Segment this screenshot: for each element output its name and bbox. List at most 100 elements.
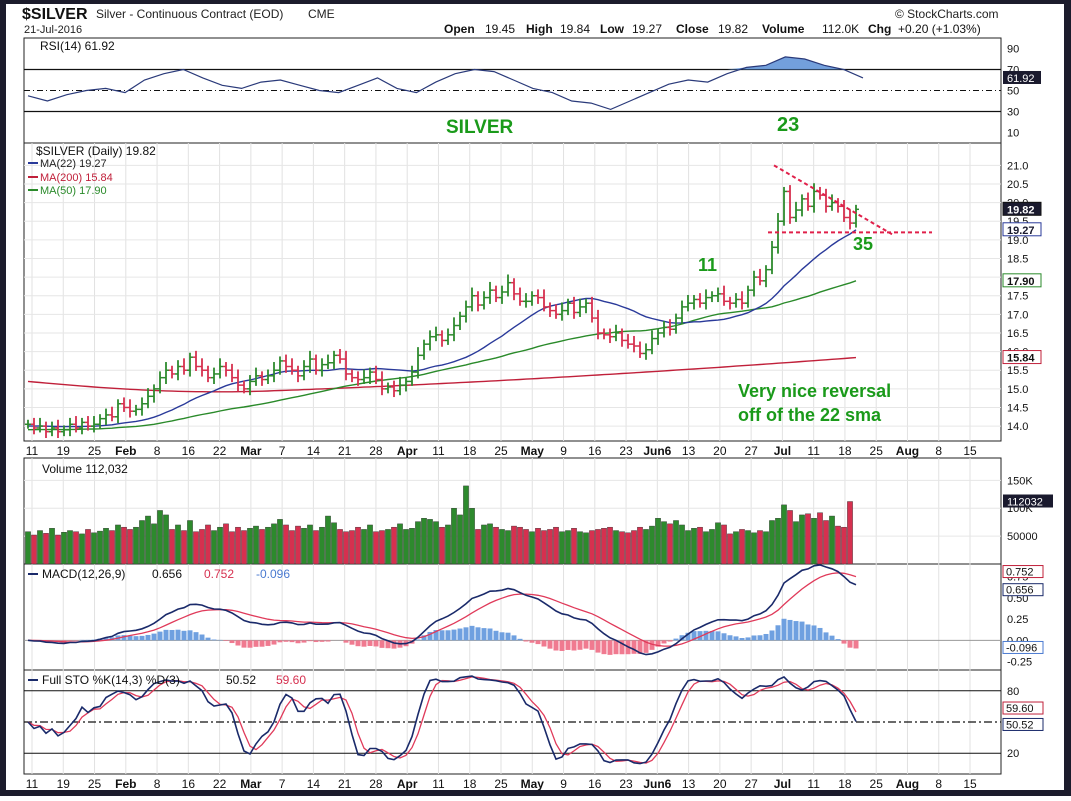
macd-histogram-bar (134, 636, 139, 640)
volume-bar (325, 516, 330, 564)
macd-histogram-bar (278, 640, 283, 642)
volume-bar (379, 531, 384, 564)
price-right-label: 19.82 (1007, 204, 1035, 216)
volume-bar (235, 527, 240, 564)
macd-legend-label: MACD(12,26,9) (42, 567, 125, 581)
volume-bar (751, 533, 756, 564)
macd-histogram-bar (230, 640, 235, 643)
x-tick-label-bottom: 25 (88, 777, 102, 791)
macd-histogram-bar (470, 626, 475, 640)
x-tick-label: 14 (307, 444, 321, 458)
price-tick-label: 18.5 (1007, 253, 1028, 265)
volume-bar (823, 520, 828, 564)
volume-bar (79, 534, 84, 564)
x-tick-label: May (521, 444, 545, 458)
x-tick-label: 16 (588, 444, 602, 458)
volume-bar (67, 531, 72, 564)
macd-histogram-bar (800, 622, 805, 641)
x-tick-label: Jul (774, 444, 791, 458)
macd-histogram-bar (194, 632, 199, 640)
x-tick-label: 18 (463, 444, 477, 458)
volume-bar (385, 529, 390, 564)
volume-bar (727, 534, 732, 564)
volume-bar (31, 535, 36, 564)
macd-histogram-bar (608, 640, 613, 655)
x-tick-label-bottom: 20 (713, 777, 727, 791)
volume-bar (565, 531, 570, 564)
macd-histogram-bar (68, 640, 73, 641)
x-tick-label: 20 (713, 444, 727, 458)
high-label: High (526, 22, 553, 36)
volume-bar (529, 532, 534, 564)
volume-bar (463, 486, 468, 564)
price-tick-label: 17.0 (1007, 309, 1028, 321)
volume-bar (619, 532, 624, 564)
macd-histogram-bar (416, 639, 421, 640)
macd-histogram-bar (836, 639, 841, 640)
volume-bar (589, 531, 594, 564)
rsi-current-label: 61.92 (1007, 73, 1035, 85)
macd-histogram-bar (812, 625, 817, 640)
sto-right-label: 50.52 (1006, 719, 1034, 731)
volume-bar (397, 524, 402, 564)
price-label: $SILVER (Daily) 19.82 (36, 144, 156, 158)
x-tick-label: 19 (57, 444, 71, 458)
volume-tick-label: 50000 (1007, 531, 1038, 543)
annotation-title: SILVER (446, 117, 513, 138)
x-tick-label-bottom: May (521, 777, 545, 791)
price-tick-label: 14.5 (1007, 402, 1028, 414)
macd-histogram-bar (260, 640, 265, 646)
price-tick-label: 20.5 (1007, 179, 1028, 191)
close-label: Close (676, 22, 709, 36)
macd-histogram-bar (290, 640, 295, 642)
volume-bar (775, 518, 780, 564)
x-tick-label: 28 (369, 444, 383, 458)
x-tick-label-bottom: 11 (26, 777, 39, 791)
volume-bar (361, 529, 366, 564)
volume-bar (241, 531, 246, 564)
macd-right-label: 0.656 (1006, 585, 1034, 597)
volume-bar (433, 522, 438, 564)
x-tick-label-bottom: 18 (463, 777, 477, 791)
volume-bar (193, 532, 198, 564)
sto-right-label: 59.60 (1006, 703, 1034, 715)
macd-histogram-bar (212, 640, 217, 641)
x-tick-label-bottom: 23 (619, 777, 633, 791)
volume-bar (271, 524, 276, 564)
annotation-note-line1: Very nice reversal (738, 381, 891, 401)
x-tick-label-bottom: 25 (494, 777, 508, 791)
low-value: 19.27 (632, 22, 662, 36)
volume-bar (55, 535, 60, 564)
rsi-tick-label: 90 (1007, 44, 1019, 56)
volume-bar (715, 523, 720, 564)
volume-bar (439, 527, 444, 564)
volume-bar (547, 529, 552, 564)
volume-bar (685, 531, 690, 564)
volume-bar (721, 525, 726, 564)
macd-histogram-bar (590, 640, 595, 650)
macd-histogram-bar (440, 630, 445, 640)
macd-histogram-bar (482, 628, 487, 640)
volume-bar (811, 518, 816, 564)
x-tick-label-bottom: 11 (807, 777, 820, 791)
volume-bar (205, 525, 210, 564)
volume-bar (403, 529, 408, 564)
volume-bar (391, 527, 396, 564)
sto-d-value: 59.60 (276, 673, 306, 687)
x-tick-label-bottom: 18 (838, 777, 852, 791)
macd-histogram-bar (248, 640, 253, 647)
macd-histogram-bar (452, 630, 457, 641)
macd-histogram-bar (368, 640, 373, 646)
macd-histogram-bar (308, 640, 313, 641)
macd-histogram-bar (770, 630, 775, 640)
macd-histogram-bar (506, 633, 511, 641)
macd-right-label: 0.752 (1006, 567, 1034, 579)
volume-bar (295, 526, 300, 564)
macd-histogram-bar (344, 640, 349, 642)
x-tick-label-bottom: Jul (774, 777, 791, 791)
macd-histogram-bar (776, 625, 781, 640)
macd-histogram-bar (152, 634, 157, 641)
macd-histogram-bar (548, 640, 553, 648)
volume-bar (211, 531, 216, 564)
